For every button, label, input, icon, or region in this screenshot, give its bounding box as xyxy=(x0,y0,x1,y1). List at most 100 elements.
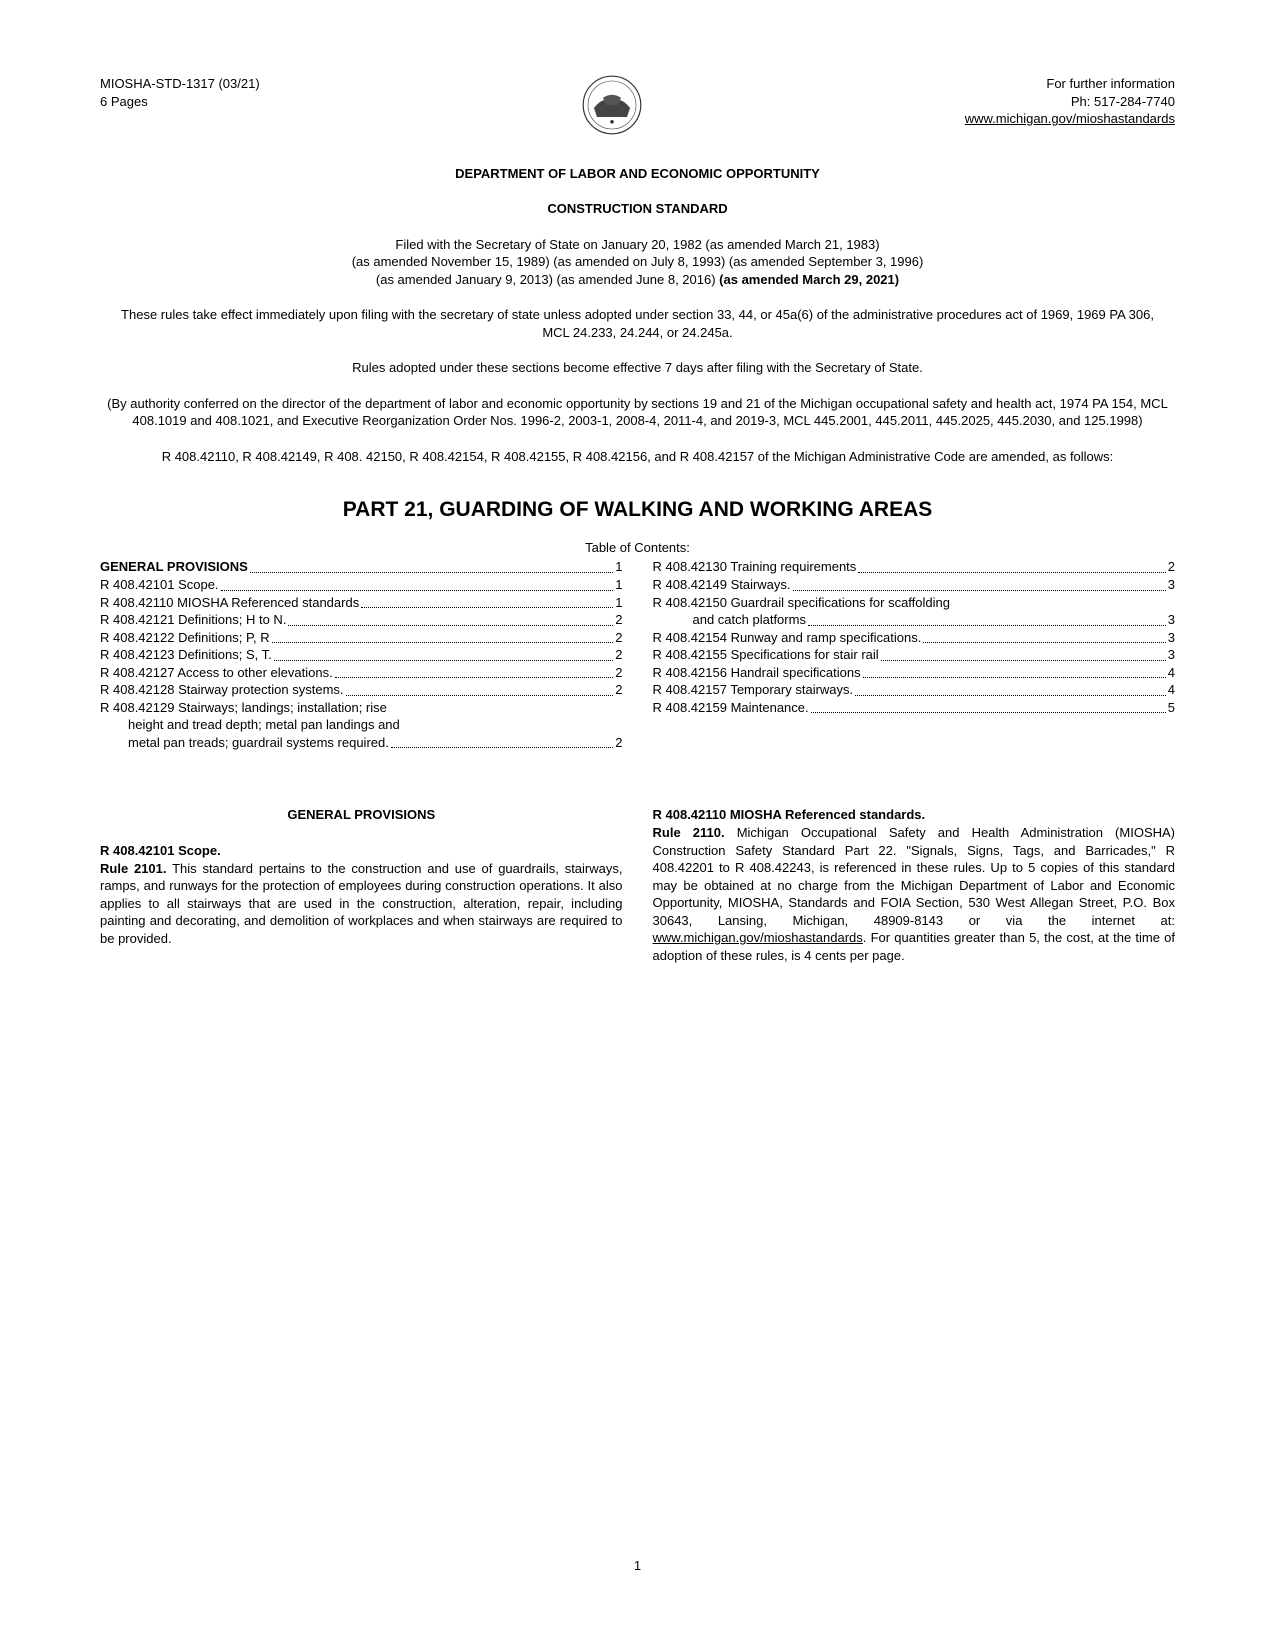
filing-line-1: Filed with the Secretary of State on Jan… xyxy=(100,236,1175,254)
toc-text: height and tread depth; metal pan landin… xyxy=(100,716,400,734)
toc-page: 3 xyxy=(1168,576,1175,594)
filing-block: Filed with the Secretary of State on Jan… xyxy=(100,236,1175,289)
toc-text: metal pan treads; guardrail systems requ… xyxy=(100,734,389,752)
toc-entry: R 408.42128 Stairway protection systems.… xyxy=(100,681,623,699)
toc-dots xyxy=(250,572,613,573)
url-link[interactable]: www.michigan.gov/mioshastandards xyxy=(965,110,1175,128)
toc-label: Table of Contents: xyxy=(100,539,1175,557)
amendments-block: R 408.42110, R 408.42149, R 408. 42150, … xyxy=(100,448,1175,466)
toc-text: R 408.42159 Maintenance. xyxy=(653,699,809,717)
toc-entry: R 408.42123 Definitions; S, T. 2 xyxy=(100,646,623,664)
toc-text: R 408.42149 Stairways. xyxy=(653,576,791,594)
toc-dots xyxy=(335,677,614,678)
toc-entry: R 408.42159 Maintenance. 5 xyxy=(653,699,1176,717)
toc-page: 2 xyxy=(615,681,622,699)
header-right: For further information Ph: 517-284-7740… xyxy=(965,75,1175,128)
toc-dots xyxy=(288,625,613,626)
toc-text: R 408.42150 Guardrail specifications for… xyxy=(653,594,951,612)
toc-page: 3 xyxy=(1168,629,1175,647)
toc-dots xyxy=(923,642,1165,643)
effect-block: These rules take effect immediately upon… xyxy=(100,306,1175,341)
toc-page: 2 xyxy=(615,734,622,752)
toc-entry: R 408.42156 Handrail specifications4 xyxy=(653,664,1176,682)
filing-line-2: (as amended November 15, 1989) (as amend… xyxy=(100,253,1175,271)
toc-entry: R 408.42130 Training requirements 2 xyxy=(653,558,1176,576)
body-column-left: GENERAL PROVISIONS R 408.42101 Scope. Ru… xyxy=(100,806,623,964)
toc-entry: R 408.42127 Access to other elevations. 2 xyxy=(100,664,623,682)
toc-text: R 408.42127 Access to other elevations. xyxy=(100,664,333,682)
toc-page: 3 xyxy=(1168,611,1175,629)
construction-heading: CONSTRUCTION STANDARD xyxy=(100,200,1175,218)
toc-dots xyxy=(361,607,613,608)
toc-text: R 408.42130 Training requirements xyxy=(653,558,857,576)
toc-entry: height and tread depth; metal pan landin… xyxy=(100,716,623,734)
doc-id: MIOSHA-STD-1317 (03/21) xyxy=(100,75,260,93)
rule-url-link[interactable]: www.michigan.gov/mioshastandards xyxy=(653,930,863,945)
rule-2110-title: R 408.42110 MIOSHA Referenced standards. xyxy=(653,806,1176,824)
toc-dots xyxy=(863,677,1166,678)
toc-page: 1 xyxy=(615,576,622,594)
header-left: MIOSHA-STD-1317 (03/21) 6 Pages xyxy=(100,75,260,110)
toc-dots xyxy=(346,695,614,696)
toc-text: R 408.42128 Stairway protection systems. xyxy=(100,681,344,699)
header-center xyxy=(582,75,642,140)
body-section: GENERAL PROVISIONS R 408.42101 Scope. Ru… xyxy=(100,806,1175,964)
toc-entry: R 408.42149 Stairways. 3 xyxy=(653,576,1176,594)
toc-dots xyxy=(272,642,614,643)
toc-dots xyxy=(221,590,614,591)
toc-text: R 408.42155 Specifications for stair rai… xyxy=(653,646,879,664)
body-column-right: R 408.42110 MIOSHA Referenced standards.… xyxy=(653,806,1176,964)
toc-page: 2 xyxy=(1168,558,1175,576)
rule-2110-body: Rule 2110. Michigan Occupational Safety … xyxy=(653,824,1176,964)
phone: Ph: 517-284-7740 xyxy=(965,93,1175,111)
toc-page: 3 xyxy=(1168,646,1175,664)
toc-entry: R 408.42154 Runway and ramp specificatio… xyxy=(653,629,1176,647)
toc-entry: and catch platforms 3 xyxy=(653,611,1176,629)
toc-text: R 408.42157 Temporary stairways. xyxy=(653,681,854,699)
toc-text: R 408.42129 Stairways; landings; install… xyxy=(100,699,387,717)
toc-entry: R 408.42101 Scope. 1 xyxy=(100,576,623,594)
state-seal-icon xyxy=(582,75,642,135)
toc-entry: R 408.42122 Definitions; P, R2 xyxy=(100,629,623,647)
toc-page: 2 xyxy=(615,646,622,664)
toc-page: 5 xyxy=(1168,699,1175,717)
toc-dots xyxy=(858,572,1165,573)
toc-page: 2 xyxy=(615,664,622,682)
toc-page: 2 xyxy=(615,629,622,647)
toc-dots xyxy=(855,695,1166,696)
toc-page: 1 xyxy=(615,594,622,612)
table-of-contents: GENERAL PROVISIONS1R 408.42101 Scope.1R … xyxy=(100,558,1175,751)
toc-text: R 408.42110 MIOSHA Referenced standards xyxy=(100,594,359,612)
general-provisions-heading: GENERAL PROVISIONS xyxy=(100,806,623,824)
department-heading: DEPARTMENT OF LABOR AND ECONOMIC OPPORTU… xyxy=(100,165,1175,183)
toc-text: GENERAL PROVISIONS xyxy=(100,558,248,576)
rule-2101-body: Rule 2101. This standard pertains to the… xyxy=(100,860,623,948)
toc-dots xyxy=(811,712,1166,713)
toc-entry: R 408.42121 Definitions; H to N.2 xyxy=(100,611,623,629)
toc-text: R 408.42156 Handrail specifications xyxy=(653,664,861,682)
toc-entry: GENERAL PROVISIONS 1 xyxy=(100,558,623,576)
rule-2101-title: R 408.42101 Scope. xyxy=(100,842,623,860)
toc-dots xyxy=(391,747,613,748)
toc-text: and catch platforms xyxy=(653,611,806,629)
toc-page: 2 xyxy=(615,611,622,629)
toc-page: 1 xyxy=(615,558,622,576)
toc-entry: R 408.42129 Stairways; landings; install… xyxy=(100,699,623,717)
page-count: 6 Pages xyxy=(100,93,260,111)
toc-entry: R 408.42150 Guardrail specifications for… xyxy=(653,594,1176,612)
toc-page: 4 xyxy=(1168,681,1175,699)
toc-entry: R 408.42157 Temporary stairways. 4 xyxy=(653,681,1176,699)
document-header: MIOSHA-STD-1317 (03/21) 6 Pages For furt… xyxy=(100,75,1175,140)
filing-line-3: (as amended January 9, 2013) (as amended… xyxy=(100,271,1175,289)
toc-dots xyxy=(808,625,1166,626)
toc-column-right: R 408.42130 Training requirements2R 408.… xyxy=(653,558,1176,751)
toc-entry: R 408.42110 MIOSHA Referenced standards 1 xyxy=(100,594,623,612)
toc-text: R 408.42154 Runway and ramp specificatio… xyxy=(653,629,922,647)
part-title: PART 21, GUARDING OF WALKING AND WORKING… xyxy=(100,496,1175,524)
page-number: 1 xyxy=(634,1557,641,1575)
toc-dots xyxy=(793,590,1166,591)
toc-text: R 408.42123 Definitions; S, T. xyxy=(100,646,272,664)
toc-dots xyxy=(274,660,614,661)
toc-text: R 408.42101 Scope. xyxy=(100,576,219,594)
toc-entry: R 408.42155 Specifications for stair rai… xyxy=(653,646,1176,664)
